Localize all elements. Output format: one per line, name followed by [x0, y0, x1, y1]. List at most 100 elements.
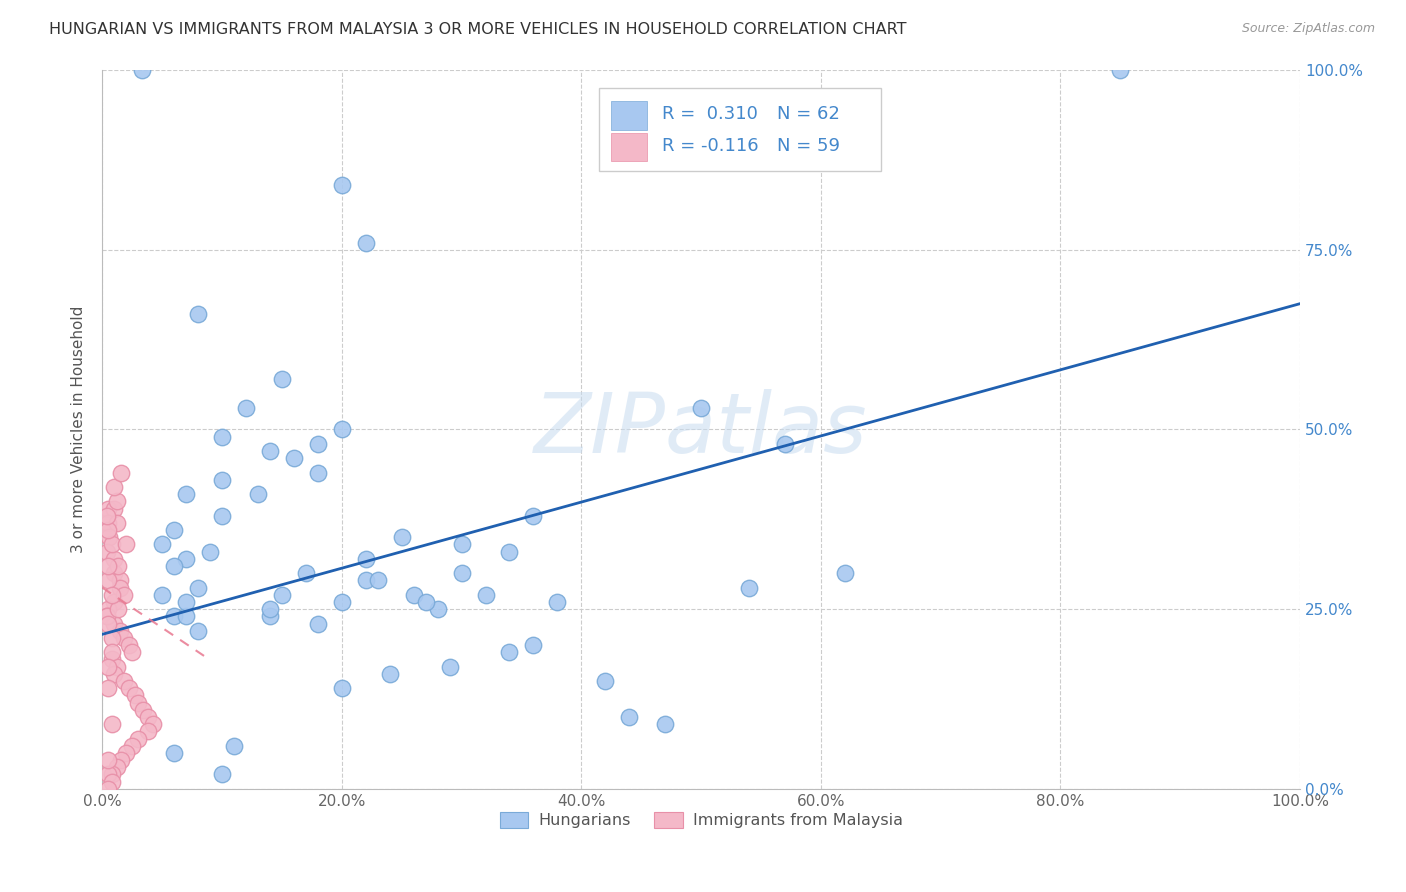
Point	[174, 552, 197, 566]
Point	[426, 602, 449, 616]
Point	[97, 559, 120, 574]
Point	[307, 616, 329, 631]
Text: Source: ZipAtlas.com: Source: ZipAtlas.com	[1241, 22, 1375, 36]
Point	[235, 401, 257, 415]
Point	[141, 717, 163, 731]
Point	[101, 645, 124, 659]
Point	[105, 494, 128, 508]
Point	[105, 516, 128, 530]
Point	[112, 588, 135, 602]
Legend: Hungarians, Immigrants from Malaysia: Hungarians, Immigrants from Malaysia	[494, 805, 910, 835]
Point	[402, 588, 425, 602]
Point	[163, 609, 186, 624]
Point	[439, 659, 461, 673]
Point	[222, 739, 245, 753]
Point	[522, 508, 544, 523]
Point	[110, 466, 132, 480]
Point	[391, 530, 413, 544]
Point	[378, 666, 401, 681]
Point	[450, 537, 472, 551]
Point	[415, 595, 437, 609]
Point	[124, 689, 146, 703]
Point	[211, 430, 233, 444]
Point	[108, 581, 131, 595]
Point	[121, 645, 143, 659]
Point	[103, 595, 125, 609]
Point	[97, 659, 120, 673]
Point	[174, 487, 197, 501]
Point	[174, 609, 197, 624]
Point	[450, 566, 472, 581]
Point	[103, 666, 125, 681]
Point	[98, 530, 121, 544]
Point	[738, 581, 761, 595]
Point	[330, 422, 353, 436]
Point	[101, 767, 124, 781]
Point	[101, 631, 124, 645]
Point	[246, 487, 269, 501]
Point	[163, 559, 186, 574]
Point	[110, 753, 132, 767]
Text: N = 59: N = 59	[776, 136, 839, 154]
Point	[354, 235, 377, 250]
Point	[150, 588, 173, 602]
Point	[131, 63, 153, 78]
Point	[474, 588, 496, 602]
Point	[546, 595, 568, 609]
Point	[103, 566, 125, 581]
FancyBboxPatch shape	[599, 88, 880, 170]
Point	[101, 652, 124, 666]
Point	[115, 746, 138, 760]
Point	[595, 674, 617, 689]
Point	[354, 574, 377, 588]
Point	[307, 466, 329, 480]
Point	[97, 516, 120, 530]
Text: R = -0.116: R = -0.116	[662, 136, 758, 154]
Point	[522, 638, 544, 652]
Point	[211, 473, 233, 487]
Point	[498, 645, 520, 659]
Point	[103, 616, 125, 631]
Point	[107, 602, 129, 616]
Point	[132, 703, 155, 717]
Point	[259, 444, 281, 458]
Point	[103, 501, 125, 516]
Point	[96, 609, 118, 624]
Point	[97, 602, 120, 616]
Point	[498, 544, 520, 558]
Point	[136, 724, 159, 739]
Point	[97, 681, 120, 696]
Point	[198, 544, 221, 558]
Point	[163, 523, 186, 537]
Point	[105, 659, 128, 673]
Point	[115, 537, 138, 551]
Point	[834, 566, 856, 581]
Point	[136, 710, 159, 724]
Point	[103, 480, 125, 494]
Point	[150, 537, 173, 551]
Point	[97, 574, 120, 588]
Point	[97, 501, 120, 516]
Point	[96, 609, 118, 624]
Point	[295, 566, 318, 581]
Text: R =  0.310: R = 0.310	[662, 105, 758, 123]
Point	[101, 774, 124, 789]
Point	[1109, 63, 1132, 78]
Text: ZIPatlas: ZIPatlas	[534, 389, 868, 470]
Point	[97, 523, 120, 537]
Point	[187, 581, 209, 595]
Point	[690, 401, 713, 415]
Point	[773, 437, 796, 451]
Point	[117, 681, 139, 696]
Point	[619, 710, 641, 724]
Point	[259, 602, 281, 616]
Point	[108, 574, 131, 588]
Point	[103, 552, 125, 566]
Point	[174, 595, 197, 609]
Point	[259, 609, 281, 624]
Text: HUNGARIAN VS IMMIGRANTS FROM MALAYSIA 3 OR MORE VEHICLES IN HOUSEHOLD CORRELATIO: HUNGARIAN VS IMMIGRANTS FROM MALAYSIA 3 …	[49, 22, 907, 37]
Point	[96, 544, 118, 558]
Point	[121, 739, 143, 753]
Point	[307, 437, 329, 451]
Point	[117, 638, 139, 652]
